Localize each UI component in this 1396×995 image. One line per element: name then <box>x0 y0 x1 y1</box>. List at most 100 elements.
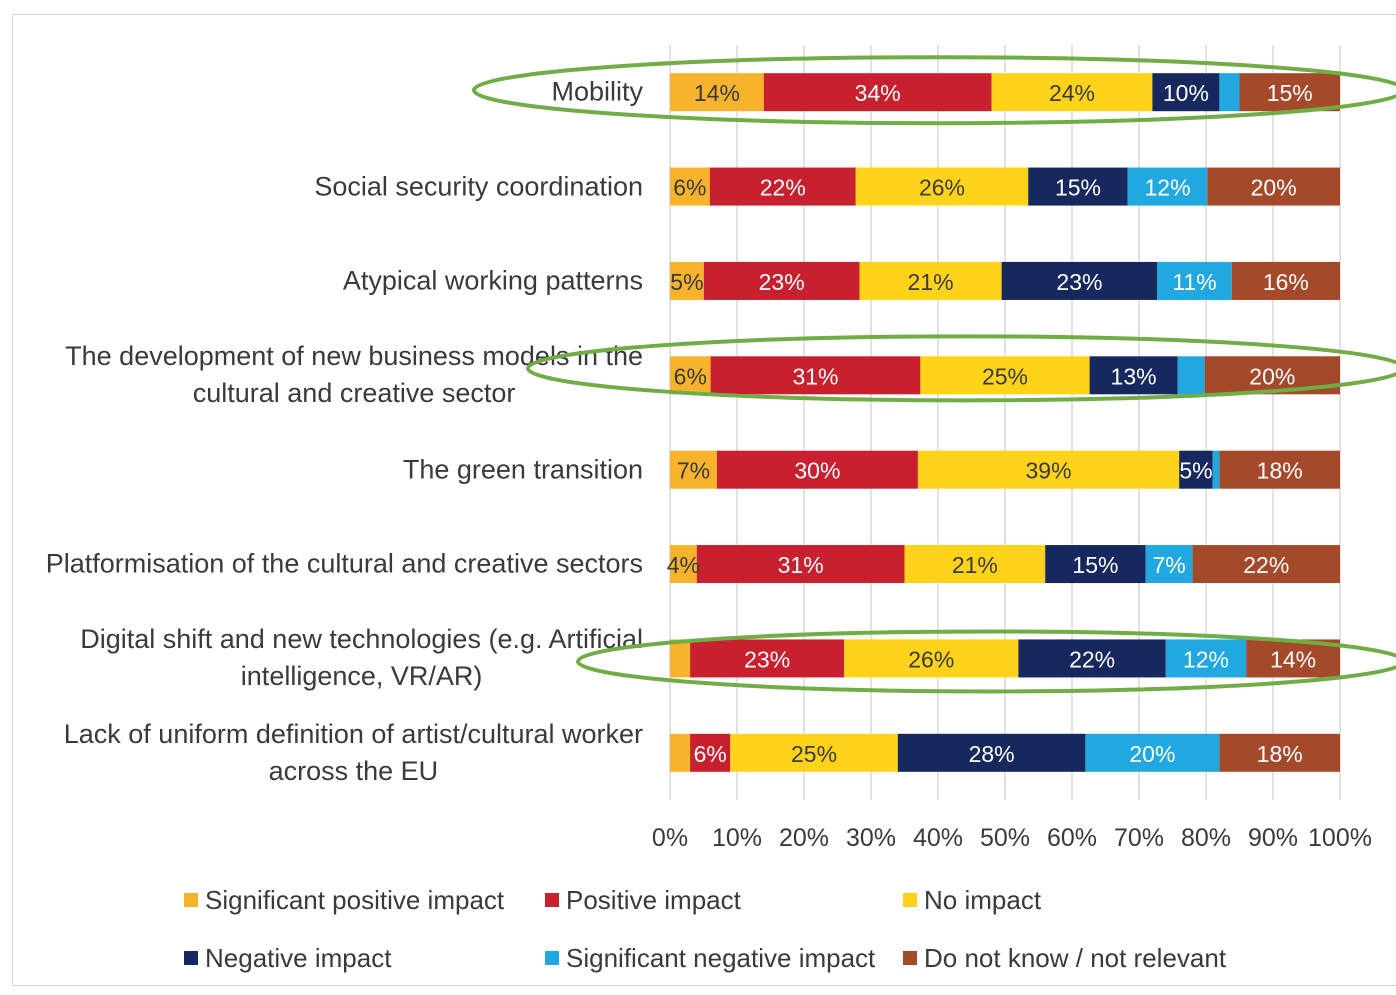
data-label-do-not-know-not-relevant-row-1: 15% <box>1267 80 1313 106</box>
data-label-negative-impact-row-7: 22% <box>1069 646 1115 672</box>
bar-significant-positive-impact-row-3 <box>670 261 704 300</box>
data-label-do-not-know-not-relevant-row-2: 20% <box>1251 175 1297 201</box>
data-label-positive-impact-row-7: 23% <box>744 646 790 672</box>
x-tick-label: 40% <box>913 824 963 852</box>
legend-swatch <box>545 893 559 907</box>
bar-significant-positive-impact-row-5 <box>670 450 717 489</box>
bar-significant-negative-impact-row-3 <box>1157 261 1232 300</box>
category-label: Atypical working patterns <box>342 265 643 296</box>
bar-do-not-know-not-relevant-row-6 <box>1192 545 1340 584</box>
x-tick-label: 10% <box>712 824 762 852</box>
category-label: Platformisation of the cultural and crea… <box>45 548 643 579</box>
data-label-do-not-know-not-relevant-row-4: 20% <box>1249 363 1295 389</box>
bar-negative-impact-row-2 <box>1028 167 1128 206</box>
bar-significant-positive-impact-row-7 <box>670 639 691 678</box>
chart-frame <box>12 14 1396 986</box>
data-label-significant-negative-impact-row-3: 11% <box>1172 269 1216 295</box>
x-tick-label: 0% <box>652 824 688 852</box>
bar-significant-positive-impact-row-6 <box>670 545 697 584</box>
bar-significant-negative-impact-row-2 <box>1127 167 1208 206</box>
legend-label: Negative impact <box>205 943 392 973</box>
bar-significant-positive-impact-row-2 <box>670 167 710 206</box>
bar-negative-impact-row-8 <box>897 733 1086 772</box>
legend-label: Significant negative impact <box>566 943 876 973</box>
bar-do-not-know-not-relevant-row-8 <box>1219 733 1340 772</box>
bar-negative-impact-row-3 <box>1001 261 1158 300</box>
x-tick-label: 30% <box>846 824 896 852</box>
data-label-do-not-know-not-relevant-row-7: 14% <box>1270 646 1316 672</box>
data-label-no-impact-row-7: 26% <box>908 646 954 672</box>
legend-item-significant-positive-impact: Significant positive impact <box>184 885 504 915</box>
legend-item-negative-impact: Negative impact <box>184 943 391 973</box>
x-axis-tick-labels: 0% 10% 20% 30% 40% 50% 60% 70% 80% 90% 100% <box>652 824 1372 852</box>
legend-item-positive-impact: Positive impact <box>545 885 741 915</box>
legend-item-significant-negative-impact: Significant negative impact <box>545 943 875 973</box>
data-label-no-impact-row-3: 21% <box>908 269 954 295</box>
data-label-do-not-know-not-relevant-row-6: 22% <box>1243 552 1289 578</box>
bar-positive-impact-row-6 <box>696 545 905 584</box>
bar-significant-positive-impact-row-8 <box>670 733 691 772</box>
data-label-positive-impact-row-1: 34% <box>855 80 901 106</box>
data-label-negative-impact-row-4: 13% <box>1111 363 1157 389</box>
legend-swatch <box>903 893 917 907</box>
bar-significant-negative-impact-row-5 <box>1212 450 1220 489</box>
category-label: The development of new business models i… <box>65 341 643 409</box>
bar-negative-impact-row-5 <box>1179 450 1213 489</box>
x-tick-label: 100% <box>1308 824 1372 852</box>
data-label-positive-impact-row-6: 31% <box>778 552 824 578</box>
category-label: Lack of uniform definition of artist/cul… <box>63 718 643 786</box>
legend-label: Do not know / not relevant <box>924 943 1227 973</box>
data-label-significant-negative-impact-row-2: 12% <box>1145 175 1191 201</box>
data-label-significant-positive-impact-row-2: 6% <box>673 175 706 201</box>
bar-significant-negative-impact-row-6 <box>1145 545 1193 584</box>
legend-swatch <box>184 951 198 965</box>
bar-negative-impact-row-6 <box>1045 545 1146 584</box>
x-tick-label: 60% <box>1047 824 1097 852</box>
legend-swatch <box>903 951 917 965</box>
data-label-negative-impact-row-2: 15% <box>1055 175 1101 201</box>
data-label-positive-impact-row-5: 30% <box>794 458 840 484</box>
data-label-no-impact-row-2: 26% <box>919 175 965 201</box>
bar-no-impact-row-8 <box>730 733 898 772</box>
data-label-positive-impact-row-3: 23% <box>759 269 805 295</box>
data-label-positive-impact-row-4: 31% <box>792 363 838 389</box>
data-label-no-impact-row-1: 24% <box>1049 80 1095 106</box>
data-label-significant-positive-impact-row-4: 6% <box>674 363 707 389</box>
bar-positive-impact-row-3 <box>703 261 860 300</box>
gridlines <box>669 45 1341 800</box>
data-label-significant-negative-impact-row-7: 12% <box>1183 646 1229 672</box>
data-label-negative-impact-row-5: 5% <box>1179 458 1212 484</box>
bar-significant-negative-impact-row-8 <box>1085 733 1220 772</box>
data-label-significant-positive-impact-row-3: 5% <box>670 269 703 295</box>
data-label-negative-impact-row-3: 23% <box>1056 269 1102 295</box>
data-label-significant-positive-impact-row-6: 4% <box>667 552 700 578</box>
legend-label: Significant positive impact <box>205 885 505 915</box>
x-tick-label: 90% <box>1248 824 1298 852</box>
data-label-positive-impact-row-8: 6% <box>694 741 727 767</box>
legend-label: No impact <box>924 885 1042 915</box>
bar-positive-impact-row-2 <box>709 167 856 206</box>
legend-swatch <box>184 893 198 907</box>
legend-swatch <box>545 951 559 965</box>
bar-positive-impact-row-5 <box>716 450 918 489</box>
legend-item-do-not-know-not-relevant: Do not know / not relevant <box>903 943 1226 973</box>
bar-do-not-know-not-relevant-row-5 <box>1219 450 1340 489</box>
data-label-no-impact-row-8: 25% <box>791 741 837 767</box>
data-label-positive-impact-row-2: 22% <box>760 175 806 201</box>
data-label-no-impact-row-4: 25% <box>982 363 1028 389</box>
x-tick-label: 20% <box>779 824 829 852</box>
data-label-negative-impact-row-1: 10% <box>1163 80 1209 106</box>
bar-no-impact-row-5 <box>917 450 1180 489</box>
bar-do-not-know-not-relevant-row-3 <box>1231 261 1340 300</box>
data-label-do-not-know-not-relevant-row-8: 18% <box>1257 741 1303 767</box>
x-tick-label: 50% <box>980 824 1030 852</box>
data-label-significant-negative-impact-row-6: 7% <box>1153 552 1186 578</box>
data-label-negative-impact-row-6: 15% <box>1072 552 1118 578</box>
bar-significant-negative-impact-row-4 <box>1177 356 1205 395</box>
legend-label: Positive impact <box>566 885 741 915</box>
x-tick-label: 70% <box>1114 824 1164 852</box>
data-label-no-impact-row-5: 39% <box>1026 458 1072 484</box>
bar-no-impact-row-2 <box>855 167 1029 206</box>
